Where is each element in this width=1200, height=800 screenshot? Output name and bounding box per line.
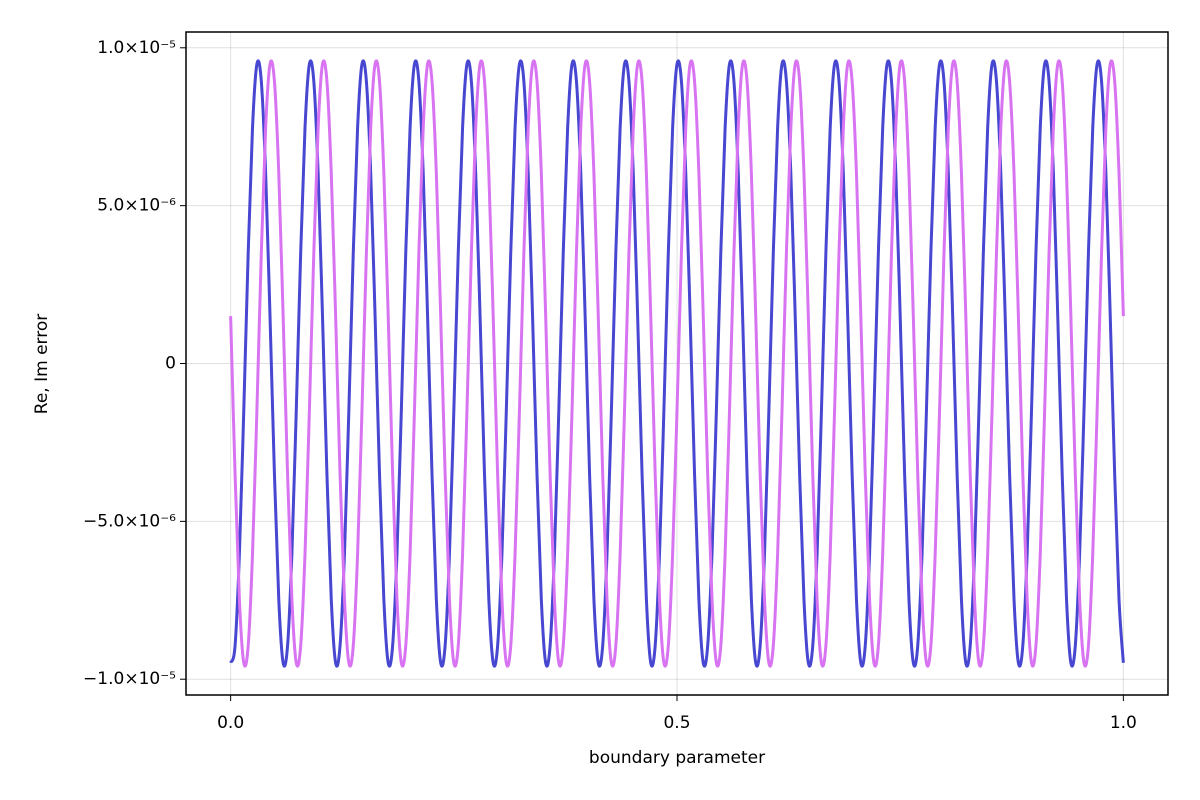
y-tick-label: −1.0×10⁻⁵ — [83, 669, 176, 689]
x-tick-label: 0.5 — [663, 713, 690, 733]
x-axis-label: boundary parameter — [589, 748, 765, 768]
y-tick-label: 0 — [165, 354, 176, 374]
y-tick-label: −5.0×10⁻⁶ — [83, 511, 176, 531]
x-tick-label: 0.0 — [217, 713, 244, 733]
series-line — [229, 59, 1125, 668]
plot-frame — [185, 31, 1169, 696]
y-tick-label: 1.0×10⁻⁵ — [97, 38, 176, 58]
series-line — [229, 59, 1125, 668]
y-axis-label: Re, Im error — [32, 314, 52, 414]
x-tick-label: 1.0 — [1110, 713, 1137, 733]
y-tick-label: 5.0×10⁻⁶ — [97, 196, 176, 216]
